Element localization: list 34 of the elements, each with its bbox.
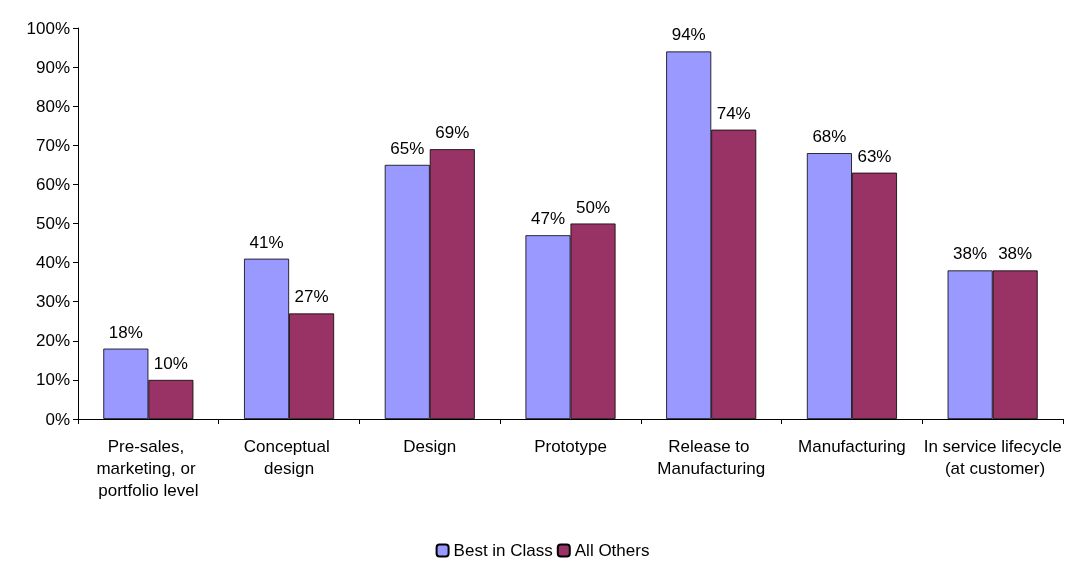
data-label: 74% — [716, 103, 751, 123]
data-label: 38% — [998, 244, 1033, 264]
data-label: 18% — [108, 322, 143, 342]
legend-label: All Others — [574, 541, 650, 560]
x-tick-label: Conceptual design — [243, 436, 335, 478]
data-label: 27% — [294, 287, 329, 307]
y-tick-label: 50% — [35, 214, 70, 233]
data-label: 47% — [530, 209, 565, 229]
x-tick-label: Design — [403, 436, 457, 456]
data-label: 41% — [249, 232, 284, 252]
y-tick-label: 100% — [26, 18, 70, 38]
y-tick-label: 40% — [35, 253, 70, 273]
data-label: 68% — [812, 127, 847, 147]
y-tick-label: 70% — [35, 135, 70, 155]
data-label: 10% — [153, 353, 188, 373]
data-label: 69% — [435, 123, 470, 143]
y-tick-label: 20% — [35, 331, 70, 351]
data-label: 63% — [857, 146, 892, 166]
x-tick-label: Release to Manufacturing — [657, 436, 766, 478]
y-tick-label: 0% — [45, 409, 70, 429]
y-tick-label: 80% — [35, 96, 70, 116]
data-label: 65% — [390, 138, 425, 158]
data-label: 94% — [671, 25, 706, 45]
x-tick-label: In service lifecycle (at customer) — [923, 436, 1062, 478]
y-tick-label: 10% — [35, 370, 70, 390]
x-tick-label: Manufacturing — [798, 436, 906, 456]
y-tick-label: 90% — [35, 57, 70, 77]
y-tick-label: 30% — [35, 292, 70, 312]
x-tick-label: Pre-sales, marketing, or portfolio level — [96, 436, 201, 500]
legend-label: Best in Class — [453, 541, 553, 560]
data-label: 50% — [576, 197, 611, 217]
y-tick-label: 60% — [35, 174, 70, 194]
x-tick-label: Prototype — [534, 436, 607, 456]
data-label: 38% — [953, 244, 988, 264]
